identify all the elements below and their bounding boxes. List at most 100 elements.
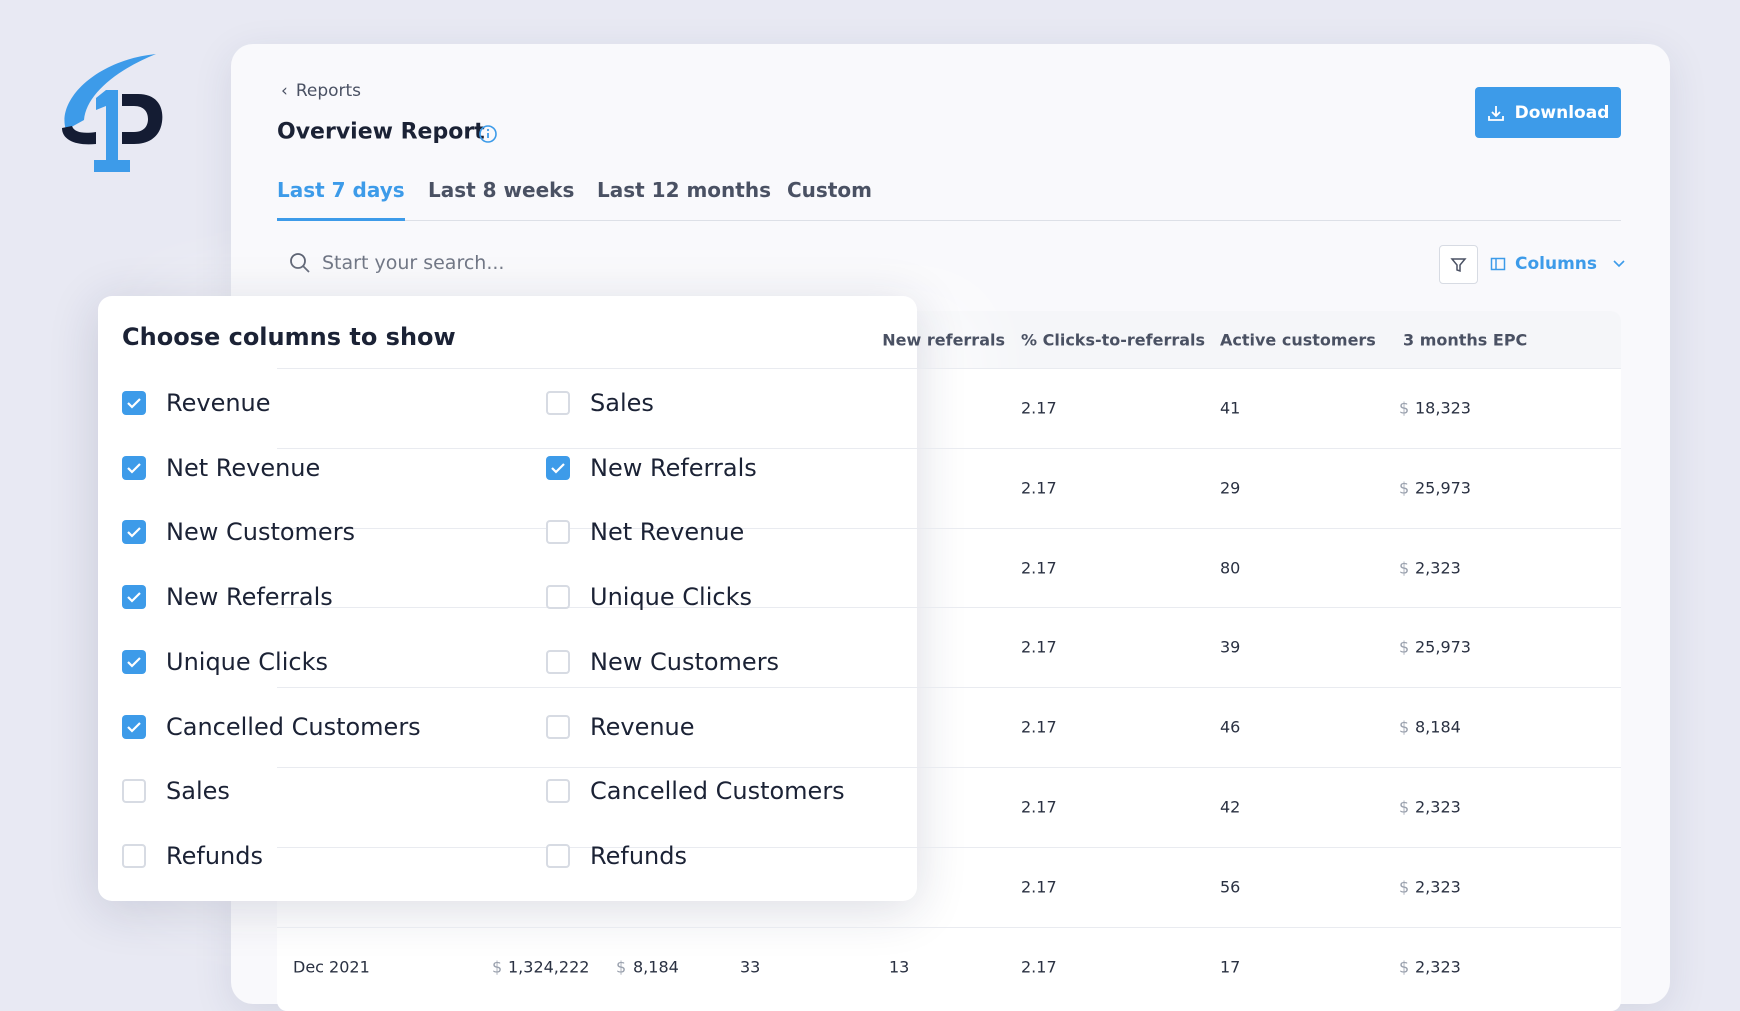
- tab[interactable]: Last 8 weeks: [428, 178, 575, 202]
- checkbox[interactable]: [122, 649, 146, 674]
- checkbox[interactable]: [546, 391, 570, 415]
- table-cell: 39: [1220, 637, 1241, 657]
- table-cell: 2.17: [1021, 797, 1057, 817]
- table-cell: 2.17: [1021, 877, 1057, 897]
- checkbox[interactable]: [122, 585, 146, 610]
- check-mark: [127, 721, 141, 733]
- tab[interactable]: Custom: [787, 178, 872, 202]
- table-cell: 2,323: [1415, 558, 1461, 578]
- row-divider: [277, 447, 1621, 449]
- screen: ‹ Reports Overview Report Download Start …: [62, 44, 1670, 1011]
- checkbox-label[interactable]: Revenue: [166, 389, 271, 417]
- column-picker: [98, 296, 917, 901]
- currency-symbol: $: [1399, 637, 1410, 657]
- tab-divider: [277, 220, 1621, 221]
- table-cell: 8,184: [633, 957, 679, 977]
- checkbox[interactable]: [122, 455, 146, 480]
- table-cell: Dec 2021: [293, 957, 370, 977]
- checkbox[interactable]: [546, 779, 570, 804]
- checkbox-label[interactable]: New Customers: [590, 647, 780, 676]
- check-mark: [127, 592, 141, 603]
- checkbox-label[interactable]: Revenue: [590, 712, 695, 741]
- row-divider: [277, 767, 1621, 768]
- checkbox[interactable]: [546, 455, 570, 480]
- back-link[interactable]: ‹ Reports: [281, 81, 362, 101]
- table-cell: 2.17: [1021, 558, 1057, 578]
- table-cell: 2.17: [1021, 957, 1057, 977]
- info-icon[interactable]: [478, 124, 498, 144]
- download-icon: [1487, 105, 1504, 121]
- currency-symbol: $: [1399, 797, 1410, 817]
- back-link-text: Reports: [295, 81, 362, 101]
- table-cell: 13: [889, 957, 910, 977]
- checkbox-label[interactable]: New Customers: [166, 518, 356, 547]
- table-cell: 33: [740, 957, 761, 977]
- table-cell: 25,973: [1415, 637, 1471, 657]
- checkbox[interactable]: [546, 843, 570, 868]
- row-divider: [277, 687, 1621, 689]
- table-cell: 8,184: [1415, 717, 1461, 737]
- tab-underline: [277, 218, 405, 221]
- checkbox-label[interactable]: Cancelled Customers: [166, 712, 421, 741]
- columns-button[interactable]: Columns: [1490, 254, 1626, 274]
- table-cell: 46: [1220, 717, 1241, 737]
- tab[interactable]: Last 12 months: [597, 178, 771, 202]
- checkbox-label[interactable]: Refunds: [590, 841, 687, 870]
- columns-label: Columns: [1515, 254, 1598, 274]
- checkbox-label[interactable]: Sales: [590, 389, 654, 417]
- tab[interactable]: Last 7 days: [277, 178, 405, 202]
- search-icon: [290, 253, 310, 273]
- checkbox-label[interactable]: Unique Clicks: [590, 583, 752, 612]
- table-cell: 2.17: [1021, 637, 1057, 657]
- chevron: [1613, 260, 1625, 268]
- checkbox-label[interactable]: New Referrals: [166, 583, 333, 612]
- row-divider: [277, 846, 1621, 848]
- column-header: % Clicks-to-referrals: [1021, 330, 1206, 350]
- search-input[interactable]: Start your search...: [322, 252, 505, 274]
- check-mark: [551, 462, 565, 474]
- row-divider: [277, 527, 1621, 529]
- checkbox-label[interactable]: Net Revenue: [166, 453, 321, 482]
- checkbox[interactable]: [546, 649, 570, 674]
- table-cell: 1,324,222: [508, 957, 590, 977]
- table-cell: 29: [1220, 478, 1241, 498]
- page: Overview Report { "header": {"back_link"…: [62, 44, 1670, 1011]
- check-mark: [127, 398, 141, 409]
- table-cell: 18,323: [1415, 398, 1471, 418]
- filter-button[interactable]: [1439, 245, 1478, 284]
- checkbox[interactable]: [122, 520, 146, 545]
- currency-symbol: $: [1399, 877, 1410, 897]
- currency-symbol: $: [1399, 717, 1410, 737]
- column-header: Active customers: [1220, 330, 1376, 350]
- checkbox[interactable]: [122, 391, 146, 415]
- row-divider: [277, 607, 1621, 609]
- currency-symbol: $: [1399, 398, 1410, 418]
- checkbox[interactable]: [122, 714, 146, 739]
- checkbox-label[interactable]: New Referrals: [590, 453, 757, 482]
- checkbox-label[interactable]: Cancelled Customers: [590, 777, 845, 806]
- page-title: Overview Report: [277, 119, 485, 145]
- check-mark: [127, 462, 141, 474]
- checkbox-label[interactable]: Net Revenue: [590, 518, 745, 547]
- currency-symbol: $: [1399, 478, 1410, 498]
- checkbox[interactable]: [122, 779, 146, 804]
- download-button[interactable]: Download: [1475, 87, 1621, 138]
- table-cell: 41: [1220, 398, 1241, 418]
- columns-icon: [1490, 257, 1506, 271]
- check-mark: [127, 527, 141, 538]
- table-cell: 2.17: [1021, 717, 1057, 737]
- table-cell: 2,323: [1415, 957, 1461, 977]
- checkbox-label[interactable]: Sales: [166, 777, 230, 806]
- table-cell: 42: [1220, 797, 1241, 817]
- checkbox[interactable]: [546, 520, 570, 545]
- checkbox[interactable]: [546, 585, 570, 610]
- column-header: New referrals: [882, 330, 1005, 350]
- checkbox[interactable]: [546, 714, 570, 739]
- checkbox-label[interactable]: Refunds: [166, 841, 263, 870]
- checkbox-label[interactable]: Unique Clicks: [166, 647, 328, 676]
- download-label: Download: [1514, 102, 1610, 123]
- checkbox[interactable]: [122, 843, 146, 868]
- row-divider: [277, 368, 1621, 369]
- table-cell: 2,323: [1415, 877, 1461, 897]
- logo: [62, 54, 163, 172]
